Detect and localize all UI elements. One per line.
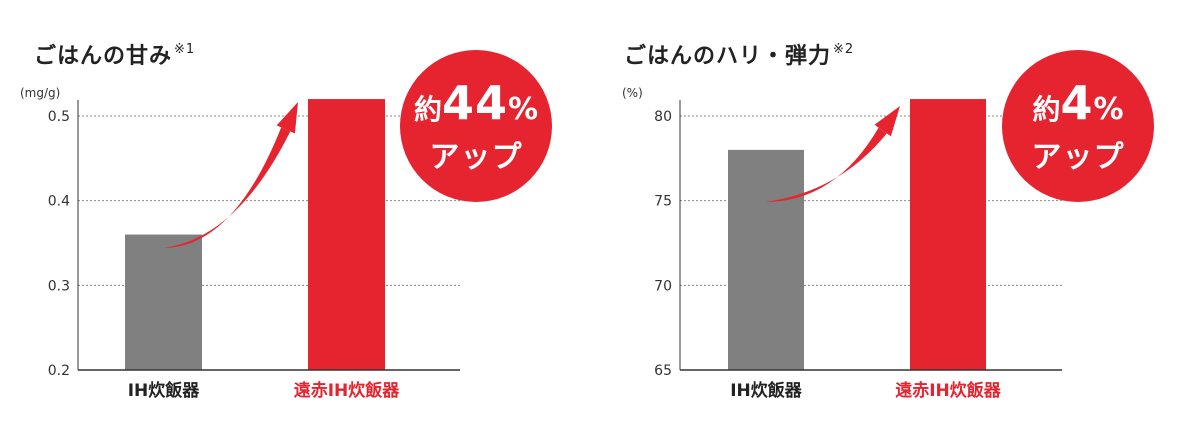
bar-chart-elasticity: 65 70 75 80 IH炊飯器 遠赤IH炊飯器 <box>654 99 1062 401</box>
y-tick-label: 65 <box>654 363 672 379</box>
x-category-label: 遠赤IH炊飯器 <box>895 380 1002 401</box>
increase-arrow-head <box>874 106 900 137</box>
y-tick-label: 75 <box>654 194 672 210</box>
bar <box>728 149 804 370</box>
badge-line2: アップ <box>429 140 523 175</box>
x-category-label: IH炊飯器 <box>730 380 803 401</box>
y-tick-label: 0.5 <box>48 109 70 125</box>
increase-arrow-head <box>276 102 298 134</box>
badge-prefix: 約 <box>413 93 442 126</box>
y-axis-unit: (mg/g) <box>20 86 61 100</box>
badge-prefix: 約 <box>1032 93 1061 126</box>
footnote-mark: ※2 <box>833 42 855 57</box>
x-category-label: 遠赤IH炊飯器 <box>294 380 401 401</box>
chart-panel-sweetness: ごはんの甘み ※1 (mg/g) 0.2 0.3 0.4 0.5 IH炊飯器 遠赤IH炊飯器… <box>20 42 552 401</box>
bar <box>910 99 986 371</box>
y-tick-label: 80 <box>654 109 672 125</box>
badge-percent: % <box>507 92 539 127</box>
badge-line2: アップ <box>1031 140 1125 175</box>
y-tick-label: 70 <box>654 278 672 294</box>
chart-title: ごはんのハリ・弾力 ※2 <box>624 42 855 69</box>
chart-title: ごはんの甘み ※1 <box>34 42 196 69</box>
increase-badge: 約4% アップ <box>1002 50 1154 202</box>
y-tick-label: 0.2 <box>48 363 70 379</box>
increase-badge: 約44% アップ <box>400 50 552 202</box>
x-category-label: IH炊飯器 <box>128 380 201 401</box>
footnote-mark: ※1 <box>174 42 196 57</box>
increase-arrow-shaft <box>163 127 291 248</box>
bar <box>308 99 385 371</box>
badge-number: 44 <box>441 76 508 130</box>
chart-panel-elasticity: ごはんのハリ・弾力 ※2 (%) 65 70 75 80 IH炊飯器 遠赤IH炊飯器 約4%… <box>600 0 1180 434</box>
y-tick-label: 0.3 <box>48 278 70 294</box>
badge-percent: % <box>1093 92 1124 127</box>
increase-arrow-shaft <box>765 127 887 202</box>
bar <box>125 234 202 370</box>
y-axis-unit: (%) <box>622 86 643 100</box>
badge-number: 4 <box>1060 76 1094 130</box>
y-tick-label: 0.4 <box>48 194 70 210</box>
bar-chart-sweetness: 0.2 0.3 0.4 0.5 IH炊飯器 遠赤IH炊飯器 <box>48 99 460 401</box>
